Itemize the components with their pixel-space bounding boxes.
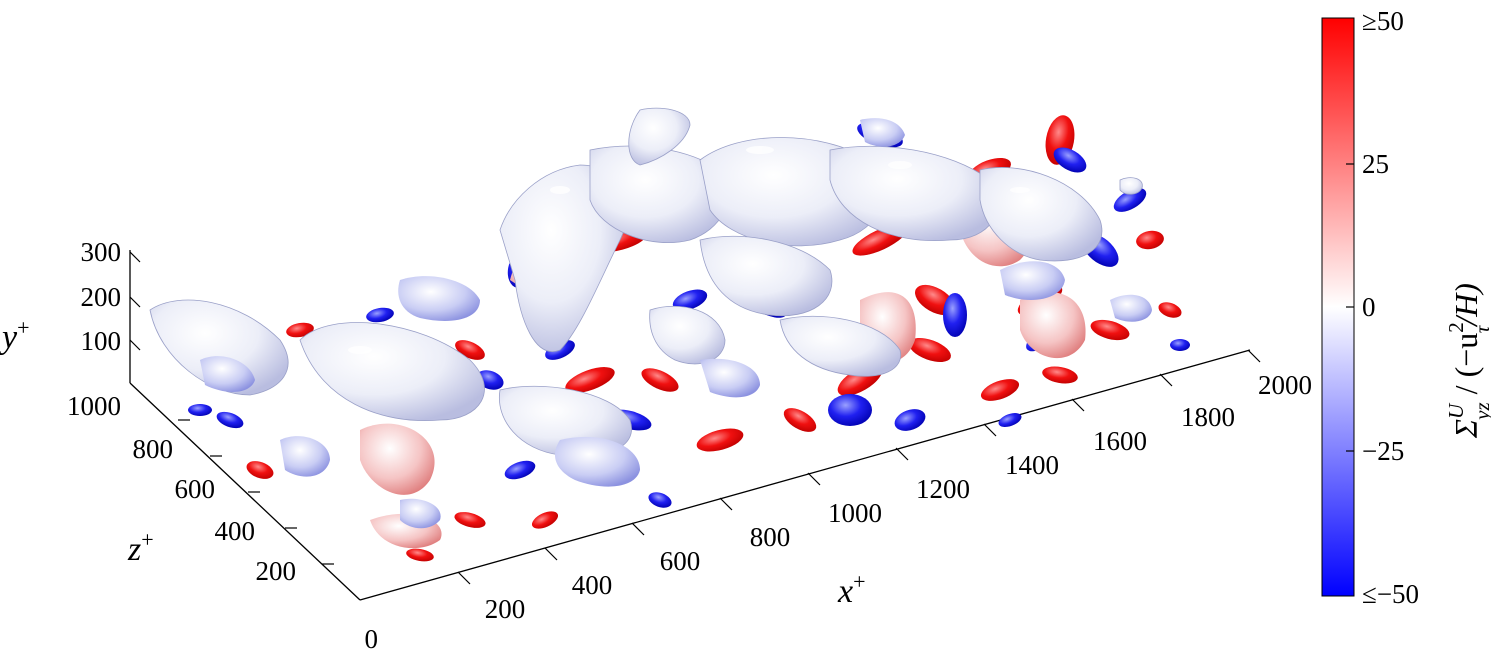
x-axis-ticks <box>457 349 1261 585</box>
axis-lines <box>129 250 1251 601</box>
y-axis-ticks <box>129 251 141 351</box>
colorbar-tick-min: ≤−50 <box>1362 579 1419 609</box>
z-axis-tick-labels: 0 200 400 600 800 1000 <box>67 391 378 654</box>
x-tick-label: 1200 <box>916 474 970 504</box>
colorbar-tick-max: ≥50 <box>1362 6 1404 36</box>
z-tick-label: 0 <box>365 624 379 654</box>
white-vortex-structures <box>149 107 1143 457</box>
colorbar-tick-m25: −25 <box>1362 436 1404 466</box>
x-tick-label: 1000 <box>828 498 882 528</box>
x-tick-label: 1800 <box>1181 402 1235 432</box>
x-axis-tick-labels: 200 400 600 800 1000 1200 1400 1600 1800… <box>485 370 1312 624</box>
colorbar-tick-25: 25 <box>1362 149 1389 179</box>
z-tick-label: 1000 <box>67 391 121 421</box>
colorbar: ≥50 25 0 −25 ≤−50 ΣUyz / (−u2τ/H) <box>1321 6 1491 609</box>
x-tick-label: 2000 <box>1258 370 1312 400</box>
lavender-structures <box>200 118 1152 529</box>
z-axis-label: z+ <box>127 527 154 568</box>
z-tick-label: 400 <box>215 516 256 546</box>
x-tick-label: 800 <box>750 522 791 552</box>
isosurface-structures <box>149 107 1190 562</box>
x-tick-label: 1400 <box>1005 450 1059 480</box>
colorbar-tick-labels: ≥50 25 0 −25 ≤−50 <box>1362 6 1419 609</box>
highlight-specks <box>348 146 1030 354</box>
y-axis-label: y+ <box>0 315 30 356</box>
z-axis-line <box>129 382 361 601</box>
y-axis-tick-labels: 300 200 100 <box>81 237 122 356</box>
x-axis-line <box>359 349 1251 601</box>
colorbar-label: ΣUyz / (−u2τ/H) <box>1444 283 1491 439</box>
x-tick-label: 400 <box>572 570 613 600</box>
colorbar-ticks <box>1346 163 1354 452</box>
x-tick-label: 600 <box>660 546 701 576</box>
x-tick-label: 1600 <box>1093 426 1147 456</box>
y-tick-label: 300 <box>81 237 122 267</box>
y-tick-label: 100 <box>81 326 122 356</box>
z-tick-label: 800 <box>133 434 174 464</box>
y-tick-label: 200 <box>81 282 122 312</box>
z-axis-ticks <box>178 419 334 565</box>
z-tick-label: 200 <box>256 556 297 586</box>
z-tick-label: 600 <box>175 474 216 504</box>
x-tick-label: 200 <box>485 594 526 624</box>
x-axis-label: x+ <box>837 569 866 610</box>
colorbar-tick-0: 0 <box>1362 292 1376 322</box>
